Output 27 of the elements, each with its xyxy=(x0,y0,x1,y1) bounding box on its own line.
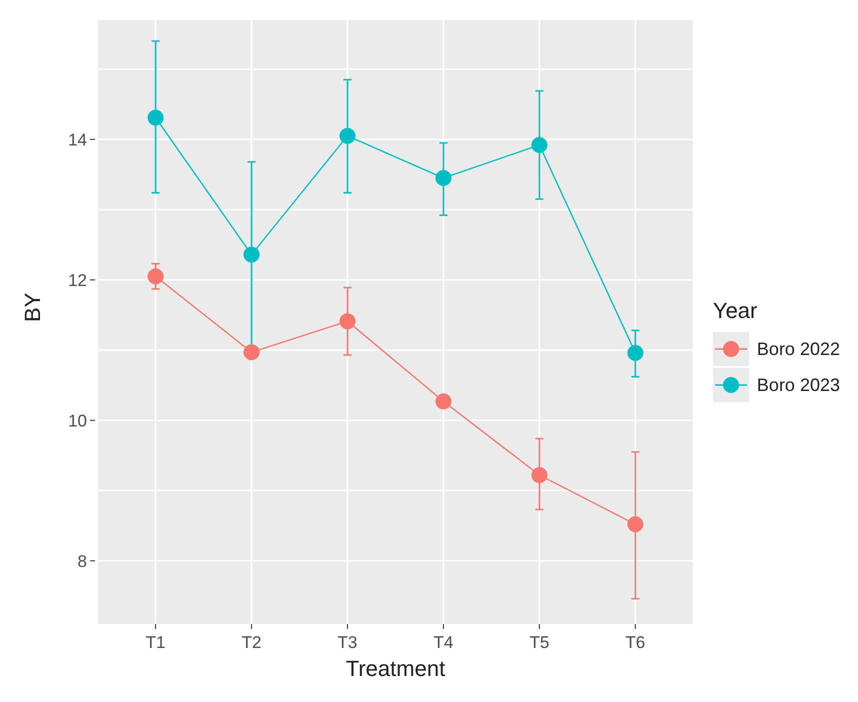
point xyxy=(435,170,452,186)
point xyxy=(627,516,644,532)
y-tick-label: 14 xyxy=(68,130,87,150)
x-tick-label: T1 xyxy=(146,633,166,652)
point xyxy=(244,344,260,360)
legend-label: Boro 2022 xyxy=(756,338,840,360)
point xyxy=(339,313,356,330)
point xyxy=(531,467,548,484)
point xyxy=(148,268,164,284)
x-tick-label: T4 xyxy=(434,633,454,652)
point xyxy=(531,137,548,154)
point xyxy=(339,128,356,144)
y-tick-label: 12 xyxy=(68,270,87,290)
point xyxy=(435,393,452,410)
point xyxy=(244,246,260,263)
x-tick-label: T6 xyxy=(625,633,646,652)
y-tick-label: 8 xyxy=(78,552,87,571)
legend-label: Boro 2023 xyxy=(756,374,840,396)
x-tick-label: T2 xyxy=(242,633,262,652)
point xyxy=(148,110,164,126)
x-tick-label: T3 xyxy=(338,633,358,652)
y-tick-label: 10 xyxy=(68,411,87,430)
x-tick-label: T5 xyxy=(529,633,550,652)
x-axis-title: Treatment xyxy=(346,656,446,681)
legend-title: Year xyxy=(712,298,758,324)
point xyxy=(627,344,644,361)
y-axis-title: BY xyxy=(20,292,45,322)
